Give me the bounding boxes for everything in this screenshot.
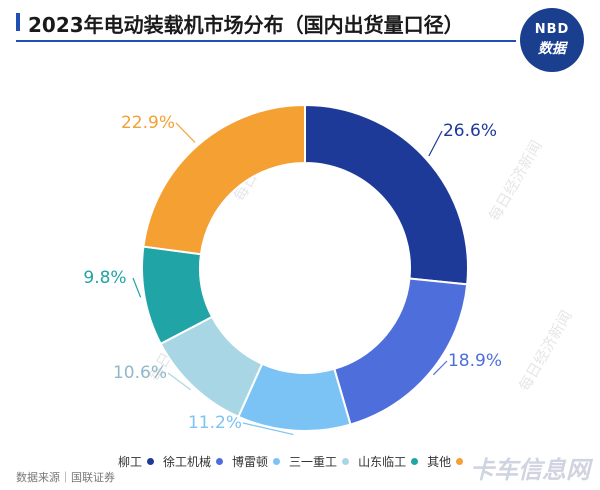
legend-item-3: 博雷顿 bbox=[232, 453, 281, 470]
data-label-1: 26.6% bbox=[443, 121, 497, 141]
legend-label-3: 博雷顿 bbox=[232, 455, 269, 469]
data-label-6: 22.9% bbox=[121, 113, 175, 133]
legend-label-6: 其他 bbox=[427, 455, 452, 469]
data-label-5: 9.8% bbox=[83, 268, 126, 288]
legend-label-2: 徐工机械 bbox=[163, 455, 212, 469]
leader-line-6 bbox=[175, 122, 196, 143]
legend-item-4: 三一重工 bbox=[289, 453, 350, 470]
legend-label-5: 山东临工 bbox=[358, 455, 407, 469]
chart-title: 2023年电动装载机市场分布（国内出货量口径） bbox=[28, 13, 464, 37]
legend-dot-5 bbox=[411, 458, 419, 465]
title-accent-bar bbox=[16, 13, 20, 31]
data-label-2: 18.9% bbox=[448, 351, 502, 371]
chart-header: 2023年电动装载机市场分布（国内出货量口径） bbox=[0, 0, 600, 46]
data-label-4: 10.6% bbox=[113, 363, 167, 383]
nbd-badge-logo: NBD 数据 bbox=[520, 8, 584, 72]
header-rule bbox=[16, 40, 516, 42]
donut-slice-6 bbox=[142, 103, 306, 256]
donut-chart: 26.6% 18.9% 11.2% 10.6% 9.8% 22.9% bbox=[83, 103, 502, 436]
legend-item-6: 其他 bbox=[427, 453, 464, 470]
donut-slice-1 bbox=[304, 103, 469, 286]
legend-dot-2 bbox=[216, 458, 224, 465]
badge-line-1: NBD bbox=[534, 22, 570, 37]
corner-watermark: 卡车信息网 bbox=[470, 456, 590, 484]
legend-dot-6 bbox=[456, 458, 464, 465]
legend-item-1: 柳工 bbox=[118, 453, 155, 470]
badge-line-2: 数据 bbox=[538, 41, 566, 57]
legend-dot-3 bbox=[273, 458, 281, 465]
legend-dot-1 bbox=[147, 458, 155, 465]
legend-item-2: 徐工机械 bbox=[163, 453, 224, 470]
legend-label-1: 柳工 bbox=[118, 455, 143, 469]
leader-line-1 bbox=[428, 130, 443, 157]
leader-line-4 bbox=[167, 372, 192, 391]
leader-line-5 bbox=[132, 277, 142, 298]
chart-legend: 柳工 徐工机械 博雷顿 三一重工 山东临工 其他 bbox=[118, 453, 472, 470]
data-label-3: 11.2% bbox=[188, 413, 242, 433]
legend-item-5: 山东临工 bbox=[358, 453, 419, 470]
legend-dot-4 bbox=[342, 458, 350, 465]
data-source: 数据来源｜国联证券 bbox=[16, 471, 115, 484]
leader-line-3 bbox=[242, 422, 294, 436]
leader-line-2 bbox=[432, 360, 448, 376]
legend-label-4: 三一重工 bbox=[289, 455, 338, 469]
